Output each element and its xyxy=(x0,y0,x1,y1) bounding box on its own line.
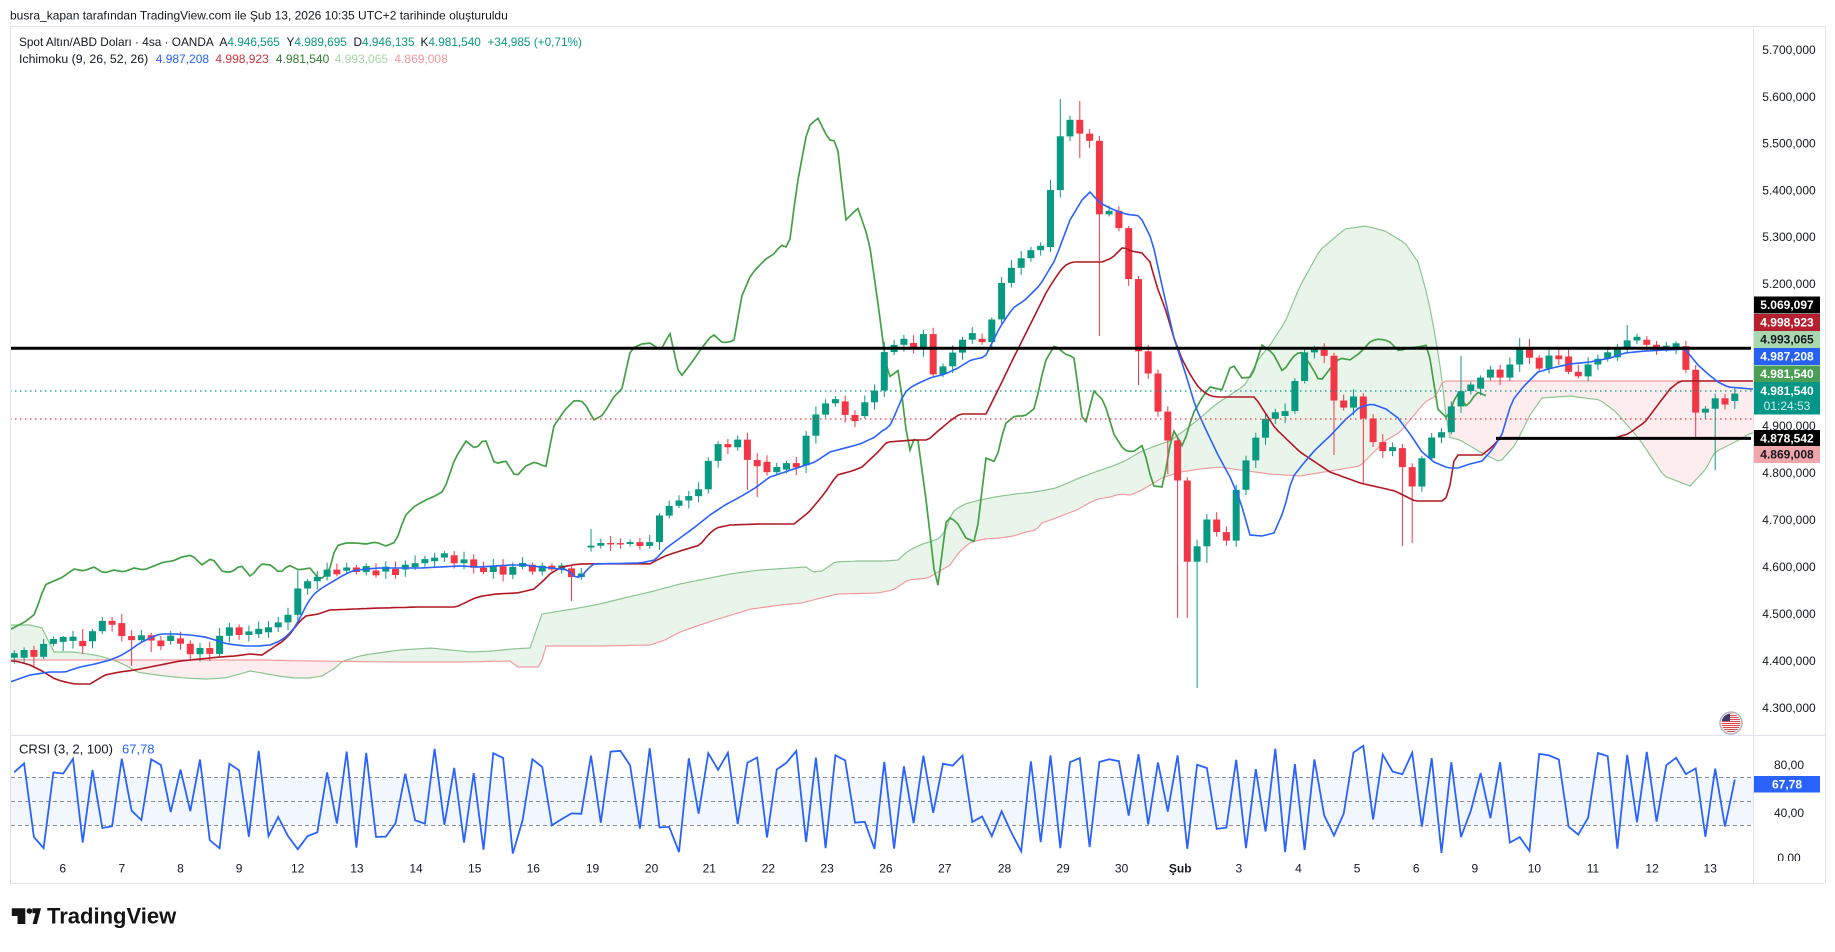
svg-text:3: 3 xyxy=(1235,862,1242,876)
svg-text:4.998,923: 4.998,923 xyxy=(1760,316,1814,330)
svg-text:16: 16 xyxy=(527,862,541,876)
svg-text:4.869,008: 4.869,008 xyxy=(1760,448,1814,462)
svg-text:4.987,208: 4.987,208 xyxy=(1760,350,1814,364)
svg-text:Y4.989,695: Y4.989,695 xyxy=(287,35,348,49)
svg-text:26: 26 xyxy=(879,862,893,876)
svg-text:30: 30 xyxy=(1115,862,1129,876)
svg-text:4.600,000: 4.600,000 xyxy=(1762,560,1816,574)
svg-text:4.981,540: 4.981,540 xyxy=(276,52,330,66)
svg-text:4.993,065: 4.993,065 xyxy=(335,52,389,66)
svg-text:4.400,000: 4.400,000 xyxy=(1762,654,1816,668)
svg-text:0,00: 0,00 xyxy=(1777,851,1801,865)
svg-text:67,78: 67,78 xyxy=(122,742,155,757)
svg-text:12: 12 xyxy=(1645,862,1659,876)
svg-text:5: 5 xyxy=(1354,862,1361,876)
svg-text:01:24:53: 01:24:53 xyxy=(1764,399,1811,413)
svg-text:4.998,923: 4.998,923 xyxy=(215,52,269,66)
svg-text:5.600,000: 5.600,000 xyxy=(1762,90,1816,104)
svg-text:busra_kapan tarafından Trading: busra_kapan tarafından TradingView.com i… xyxy=(10,9,508,23)
svg-text:4.500,000: 4.500,000 xyxy=(1762,607,1816,621)
svg-text:4.981,540: 4.981,540 xyxy=(1760,384,1814,398)
svg-text:7: 7 xyxy=(118,862,125,876)
svg-text:9: 9 xyxy=(1471,862,1478,876)
svg-text:6: 6 xyxy=(59,862,66,876)
svg-text:A4.946,565: A4.946,565 xyxy=(220,35,281,49)
svg-text:4.700,000: 4.700,000 xyxy=(1762,513,1816,527)
svg-text:4.900,000: 4.900,000 xyxy=(1762,419,1816,433)
svg-text:CRSI (3, 2, 100): CRSI (3, 2, 100) xyxy=(19,742,113,757)
svg-text:Spot Altın/ABD Doları · 4sa ·: Spot Altın/ABD Doları · 4sa · OANDA xyxy=(19,35,214,49)
svg-text:+34,985 (+0,71%): +34,985 (+0,71%) xyxy=(488,35,583,49)
svg-text:10: 10 xyxy=(1528,862,1542,876)
svg-text:D4.946,135: D4.946,135 xyxy=(354,35,415,49)
svg-text:4: 4 xyxy=(1295,862,1302,876)
svg-text:19: 19 xyxy=(586,862,600,876)
svg-text:Şub: Şub xyxy=(1169,862,1192,876)
svg-text:4.300,000: 4.300,000 xyxy=(1762,701,1816,715)
svg-text:40,00: 40,00 xyxy=(1774,806,1804,820)
svg-text:5.700,000: 5.700,000 xyxy=(1762,43,1816,57)
svg-text:TradingView: TradingView xyxy=(47,904,177,929)
svg-text:4.987,208: 4.987,208 xyxy=(156,52,210,66)
svg-text:9: 9 xyxy=(236,862,243,876)
svg-text:23: 23 xyxy=(820,862,834,876)
svg-text:22: 22 xyxy=(762,862,776,876)
svg-text:5.400,000: 5.400,000 xyxy=(1762,183,1816,197)
svg-text:13: 13 xyxy=(350,862,364,876)
svg-text:28: 28 xyxy=(998,862,1012,876)
svg-text:12: 12 xyxy=(291,862,305,876)
svg-text:5.069,097: 5.069,097 xyxy=(1760,298,1814,312)
svg-text:67,78: 67,78 xyxy=(1772,778,1802,792)
svg-text:4.869,008: 4.869,008 xyxy=(394,52,448,66)
svg-text:5.200,000: 5.200,000 xyxy=(1762,277,1816,291)
svg-text:5.500,000: 5.500,000 xyxy=(1762,137,1816,151)
svg-text:27: 27 xyxy=(938,862,952,876)
svg-text:14: 14 xyxy=(409,862,423,876)
svg-text:5.300,000: 5.300,000 xyxy=(1762,230,1816,244)
svg-text:13: 13 xyxy=(1704,862,1718,876)
svg-text:80,00: 80,00 xyxy=(1774,758,1804,772)
svg-text:21: 21 xyxy=(703,862,717,876)
svg-text:6: 6 xyxy=(1413,862,1420,876)
svg-text:4.981,540: 4.981,540 xyxy=(1760,367,1814,381)
svg-text:4.800,000: 4.800,000 xyxy=(1762,466,1816,480)
svg-text:20: 20 xyxy=(645,862,659,876)
svg-text:4.878,542: 4.878,542 xyxy=(1760,432,1814,446)
svg-text:K4.981,540: K4.981,540 xyxy=(421,35,482,49)
svg-text:11: 11 xyxy=(1587,862,1600,876)
svg-text:4.993,065: 4.993,065 xyxy=(1760,333,1814,347)
svg-text:8: 8 xyxy=(177,862,184,876)
svg-text:29: 29 xyxy=(1056,862,1070,876)
svg-text:15: 15 xyxy=(468,862,482,876)
svg-text:Ichimoku (9, 26, 52, 26): Ichimoku (9, 26, 52, 26) xyxy=(19,52,148,66)
